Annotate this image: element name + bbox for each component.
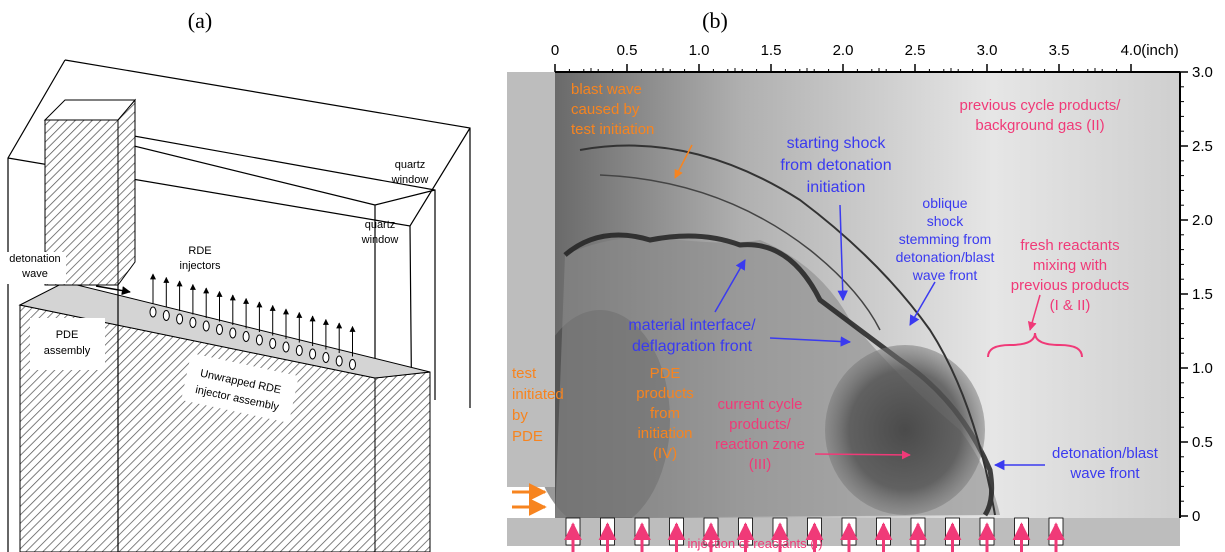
label: injection of reactants (I)	[687, 536, 822, 551]
label-line: test initiation	[571, 121, 654, 138]
label-line: starting shock	[787, 135, 887, 152]
panel-b: (b) 0 0.5 1.0 1.5 2.0 2.5 3.0 3.5 4.0 0 0.5 1.0 1.5…	[507, 8, 1213, 552]
label-line: initiation	[807, 179, 866, 196]
label-line: initiation	[637, 425, 692, 442]
injector	[283, 342, 289, 352]
label-line: quartz	[365, 219, 396, 231]
wall	[507, 72, 555, 487]
label-line: (III)	[749, 456, 772, 473]
y-tick-label: 0	[1192, 508, 1200, 525]
label-line: oblique	[922, 195, 967, 211]
label-line: RDE	[188, 245, 211, 257]
label-line: test	[512, 365, 537, 382]
figure: (a) quartz window quartz window RDE injecto…	[0, 0, 1225, 552]
hatched-base-side	[375, 372, 430, 552]
x-tick-label: 2.0	[833, 42, 854, 59]
x-unit: (inch)	[1141, 42, 1179, 59]
injector	[336, 356, 342, 366]
label-line: detonation/blast	[1052, 445, 1159, 462]
label: quartz window	[361, 219, 399, 246]
label-line: previous cycle products/	[960, 97, 1122, 114]
label-line: mixing with	[1033, 257, 1107, 274]
label-line: from	[650, 405, 680, 422]
label: RDE injectors	[180, 245, 221, 272]
label-line: fresh reactants	[1020, 237, 1119, 254]
injector	[217, 325, 223, 335]
label-line: previous products	[1011, 277, 1129, 294]
injector	[150, 307, 156, 317]
injector	[230, 328, 236, 338]
label-line: wave front	[1069, 465, 1140, 482]
injector	[163, 311, 169, 321]
x-tick-label: 3.0	[977, 42, 998, 59]
label-line: deflagration front	[632, 338, 753, 355]
y-ticks: 0 0.5 1.0 1.5 2.0 2.5 3.0	[1180, 64, 1213, 525]
y-tick-label: 3.0	[1192, 64, 1213, 81]
label-line: quartz	[395, 159, 426, 171]
x-tick-label: 3.5	[1049, 42, 1070, 59]
label-line: blast wave	[571, 81, 642, 98]
injector	[323, 353, 329, 363]
x-tick-label: 2.5	[905, 42, 926, 59]
label-line: shock	[927, 213, 965, 229]
label-line: window	[361, 234, 399, 246]
label-line: window	[391, 174, 429, 186]
label-line: material interface/	[628, 317, 756, 334]
y-tick-label: 1.5	[1192, 286, 1213, 303]
label-line: from detonation	[780, 157, 891, 174]
pde-pillar-side	[118, 100, 135, 285]
label-line: assembly	[44, 345, 91, 357]
x-tick-label: 1.0	[689, 42, 710, 59]
y-tick-label: 2.5	[1192, 138, 1213, 155]
panel-label: (a)	[188, 8, 212, 33]
label-line: detonation/blast	[896, 249, 995, 265]
label-line: PDE	[650, 365, 681, 382]
label-line: reaction zone	[715, 436, 805, 453]
x-tick-label: 0.5	[617, 42, 638, 59]
label: quartz window	[391, 159, 429, 186]
label-line: injectors	[180, 260, 221, 272]
label-line: products	[636, 385, 694, 402]
x-tick-label: 0	[551, 42, 559, 59]
injector	[350, 360, 356, 370]
label-line: by	[512, 407, 528, 424]
label-line: wave	[21, 268, 48, 280]
label-line: (IV)	[653, 445, 677, 462]
label-line: current cycle	[717, 396, 802, 413]
panel-a: (a) quartz window quartz window RDE injecto…	[4, 8, 470, 552]
x-tick-label: 4.0	[1121, 42, 1142, 59]
label-line: detonation	[9, 253, 60, 265]
reaction-zone	[825, 345, 985, 515]
injector	[177, 314, 183, 324]
label-line: stemming from	[899, 231, 992, 247]
injector	[270, 339, 276, 349]
arrow	[815, 454, 910, 455]
injector	[296, 346, 302, 356]
label-line: background gas (II)	[975, 117, 1104, 134]
injector	[243, 332, 249, 342]
label-line: PDE	[512, 428, 543, 445]
x-ticks: 0 0.5 1.0 1.5 2.0 2.5 3.0 3.5 4.0	[551, 42, 1142, 72]
label-line: wave front	[912, 267, 978, 283]
panel-label: (b)	[702, 8, 728, 33]
injector	[310, 349, 316, 359]
label-box	[30, 318, 105, 370]
label-line: caused by	[571, 101, 640, 118]
label-line: injection of reactants (I)	[687, 536, 822, 551]
label-line: initiated	[512, 386, 564, 403]
x-tick-label: 1.5	[761, 42, 782, 59]
label-line: PDE	[56, 329, 79, 341]
injector	[190, 318, 196, 328]
y-tick-label: 2.0	[1192, 212, 1213, 229]
y-tick-label: 1.0	[1192, 360, 1213, 377]
label-line: products/	[729, 416, 792, 433]
injector	[203, 321, 209, 331]
y-tick-label: 0.5	[1192, 434, 1213, 451]
injector	[256, 335, 262, 345]
label-line: (I & II)	[1050, 297, 1091, 314]
